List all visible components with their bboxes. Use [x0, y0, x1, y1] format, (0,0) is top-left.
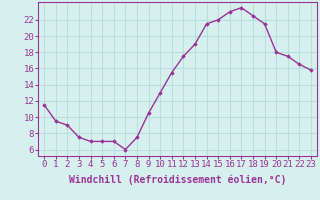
X-axis label: Windchill (Refroidissement éolien,°C): Windchill (Refroidissement éolien,°C)	[69, 175, 286, 185]
